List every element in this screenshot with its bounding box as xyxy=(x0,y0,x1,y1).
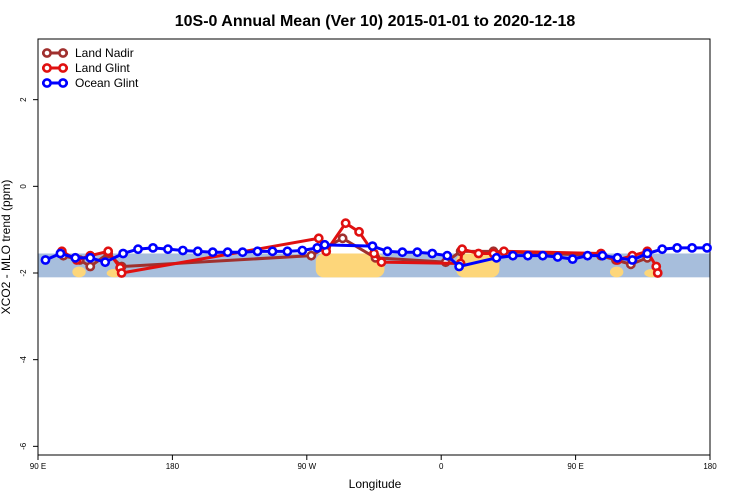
data-point-ocean-glint-17 xyxy=(297,245,308,256)
series-layer xyxy=(40,218,712,278)
data-point-ocean-glint-28 xyxy=(507,250,518,261)
x-tick-label-4: 90 E xyxy=(567,462,583,471)
legend-marker-land-glint-b xyxy=(58,63,68,73)
data-point-land-nadir-5 xyxy=(306,250,317,261)
data-point-ocean-glint-35 xyxy=(612,252,623,263)
x-tick-label-5: 180 xyxy=(703,462,717,471)
data-point-ocean-glint-37 xyxy=(642,248,653,259)
x-axis: 90 E 180 90 W 0 90 E 180 xyxy=(30,455,717,471)
legend-label-ocean-glint: Ocean Glint xyxy=(75,76,139,90)
land-area-4 xyxy=(609,266,624,278)
data-point-land-glint-10 xyxy=(369,248,379,259)
legend-label-land-glint: Land Glint xyxy=(75,61,130,75)
data-point-ocean-glint-25 xyxy=(442,250,453,261)
x-tick-label-0: 90 E xyxy=(30,462,46,471)
y-axis-label: XCO2 - MLO trend (ppm) xyxy=(0,180,13,315)
data-point-ocean-glint-21 xyxy=(382,246,393,257)
data-point-ocean-glint-30 xyxy=(537,250,548,261)
data-point-land-glint-3 xyxy=(103,246,114,257)
legend-marker-ocean-glint-a xyxy=(42,78,52,88)
data-point-ocean-glint-0 xyxy=(40,255,51,265)
x-axis-label: Longitude xyxy=(349,477,402,491)
series-ocean-glint xyxy=(40,239,712,272)
chart-title: 10S-0 Annual Mean (Ver 10) 2015-01-01 to… xyxy=(175,13,576,30)
data-point-ocean-glint-5 xyxy=(118,248,129,259)
data-point-ocean-glint-24 xyxy=(427,248,438,259)
data-point-land-glint-6 xyxy=(313,233,324,244)
data-point-ocean-glint-31 xyxy=(552,252,563,262)
data-point-ocean-glint-39 xyxy=(672,242,683,253)
y-axis: 2 0 -2 -4 -6 xyxy=(19,97,38,450)
data-point-land-glint-5 xyxy=(116,268,127,278)
data-point-ocean-glint-19 xyxy=(319,239,330,250)
data-point-ocean-glint-13 xyxy=(237,247,248,258)
data-point-ocean-glint-4 xyxy=(100,257,111,268)
data-point-ocean-glint-38 xyxy=(657,244,668,255)
y-tick-label-2: -2 xyxy=(19,269,28,277)
data-point-ocean-glint-23 xyxy=(412,247,423,258)
data-point-ocean-glint-29 xyxy=(522,250,533,261)
legend-label-land-nadir: Land Nadir xyxy=(75,46,134,60)
data-point-ocean-glint-11 xyxy=(207,247,218,258)
data-point-ocean-glint-34 xyxy=(597,250,608,261)
data-point-land-glint-11 xyxy=(376,257,387,268)
data-point-ocean-glint-15 xyxy=(267,246,278,257)
legend-marker-land-nadir-a xyxy=(42,48,52,58)
y-tick-label-3: -4 xyxy=(19,356,28,364)
data-point-ocean-glint-12 xyxy=(222,247,233,258)
x-tick-label-2: 90 W xyxy=(297,462,316,471)
data-point-ocean-glint-40 xyxy=(687,242,697,253)
data-point-land-nadir-2 xyxy=(85,261,96,272)
data-point-ocean-glint-6 xyxy=(133,244,143,255)
data-point-ocean-glint-1 xyxy=(55,248,66,259)
data-point-land-glint-8 xyxy=(340,218,351,229)
data-point-ocean-glint-7 xyxy=(148,242,158,253)
data-point-ocean-glint-2 xyxy=(70,252,81,263)
land-area-0 xyxy=(72,266,86,278)
legend-marker-land-glint-a xyxy=(42,63,52,73)
data-point-land-glint-9 xyxy=(354,226,364,237)
y-tick-label-0: 2 xyxy=(19,97,28,102)
data-point-ocean-glint-10 xyxy=(192,246,203,257)
data-point-ocean-glint-9 xyxy=(177,245,188,256)
data-point-land-glint-22 xyxy=(652,268,663,278)
data-point-ocean-glint-16 xyxy=(282,246,293,257)
data-point-ocean-glint-41 xyxy=(702,242,712,253)
data-point-ocean-glint-8 xyxy=(163,244,173,255)
legend-marker-ocean-glint-b xyxy=(58,78,68,88)
data-point-land-glint-14 xyxy=(473,248,484,259)
data-point-land-glint-13 xyxy=(457,244,468,255)
data-point-ocean-glint-14 xyxy=(252,246,263,257)
data-point-ocean-glint-22 xyxy=(397,247,408,258)
y-tick-label-1: 0 xyxy=(19,184,28,189)
data-point-ocean-glint-3 xyxy=(85,252,96,263)
data-point-ocean-glint-20 xyxy=(367,241,378,252)
data-point-ocean-glint-18 xyxy=(312,242,323,253)
land-area-2 xyxy=(315,253,385,278)
data-point-ocean-glint-32 xyxy=(567,254,578,265)
data-point-land-nadir-7 xyxy=(337,233,348,244)
legend-marker-land-nadir-b xyxy=(58,48,68,58)
y-tick-label-4: -6 xyxy=(19,442,28,450)
data-point-ocean-glint-27 xyxy=(491,252,502,263)
data-point-ocean-glint-33 xyxy=(582,250,593,261)
data-point-land-glint-16 xyxy=(499,246,509,257)
data-point-ocean-glint-26 xyxy=(454,261,465,272)
x-tick-label-3: 0 xyxy=(439,462,444,471)
x-tick-label-1: 180 xyxy=(166,462,180,471)
data-point-ocean-glint-36 xyxy=(627,255,638,265)
